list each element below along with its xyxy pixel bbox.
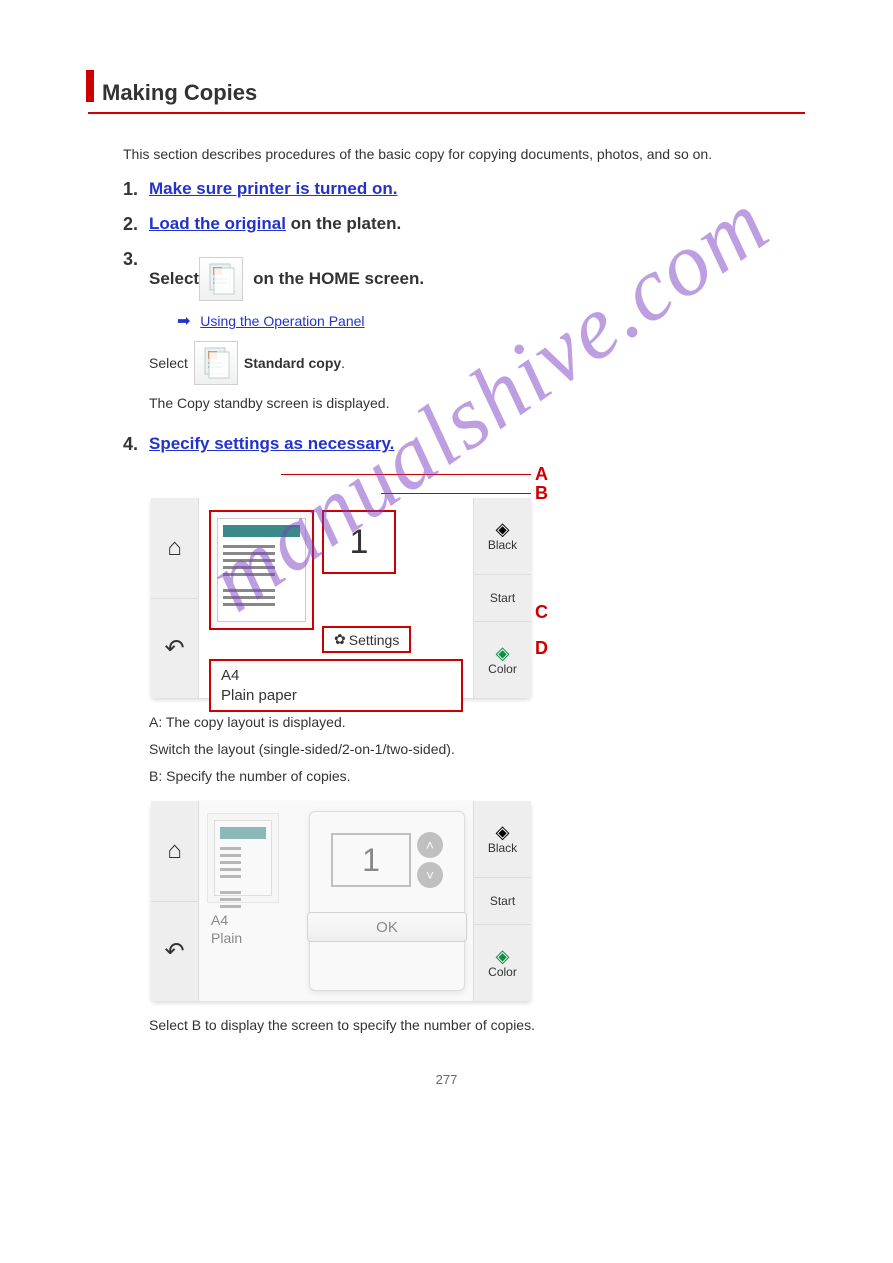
title-bar: Making Copies <box>88 80 805 114</box>
page-title: Making Copies <box>102 80 805 106</box>
layout-preview[interactable] <box>209 510 314 630</box>
step-2: 2. Load the original on the platen. <box>123 214 805 235</box>
color-label: Color <box>488 965 517 979</box>
start-label-area: Start <box>473 575 531 622</box>
callout-d-label: D <box>535 638 548 659</box>
touch-screen: A4 Plain 1 ˄ ˅ <box>199 801 473 1001</box>
copy-menu-icon <box>199 257 243 301</box>
step-num: 3. <box>123 249 149 420</box>
black-start-button[interactable]: ◈ Black <box>473 801 531 878</box>
black-start-button[interactable]: ◈ Black <box>473 498 531 575</box>
diamond-black-icon: ◈ <box>496 520 510 538</box>
gear-icon: ✿ <box>334 631 346 648</box>
step-1-link[interactable]: Make sure printer is turned on. <box>149 179 397 198</box>
home-button[interactable]: ⌂ <box>151 801 199 902</box>
device-ctrl-col: ◈ Black Start ◈ Color <box>473 801 531 1001</box>
step-3: 3. Select on the HOME screen. ➡ Using th… <box>123 249 805 420</box>
step-3-para2-bold: Standard copy <box>244 355 341 371</box>
callout-a-label: A <box>535 464 548 485</box>
paper-box[interactable]: A4 Plain paper <box>209 659 463 712</box>
step-list: 1. Make sure printer is turned on. 2. Lo… <box>123 179 805 1042</box>
back-button[interactable]: ↶ <box>151 902 199 1002</box>
step-3-rest: on the HOME screen. <box>253 269 424 289</box>
step-3-note: The Copy standby screen is displayed. <box>149 393 805 414</box>
step-num: 1. <box>123 179 149 200</box>
step-num: 2. <box>123 214 149 235</box>
back-button[interactable]: ↶ <box>151 599 199 699</box>
step-4-link[interactable]: Specify settings as necessary. <box>149 434 394 453</box>
callout-a-text: A: The copy layout is displayed. <box>149 712 805 733</box>
home-button[interactable]: ⌂ <box>151 498 199 599</box>
step-4: 4. Specify settings as necessary. A B C … <box>123 434 805 1042</box>
black-label: Black <box>488 538 517 552</box>
step-3-sublink[interactable]: Using the Operation Panel <box>200 313 364 329</box>
copies-up-button[interactable]: ˄ <box>417 832 443 858</box>
layout-preview-dim <box>207 813 279 903</box>
black-label: Black <box>488 841 517 855</box>
settings-button[interactable]: ✿ Settings <box>322 626 411 653</box>
diamond-black-icon: ◈ <box>496 823 510 841</box>
color-label: Color <box>488 662 517 676</box>
ok-button[interactable]: OK <box>307 912 467 942</box>
callout-b-label: B <box>535 483 548 504</box>
arrow-icon: ➡ <box>177 313 190 330</box>
step-3-prefix: Select <box>149 269 199 289</box>
standard-copy-icon <box>194 341 238 385</box>
step-1: 1. Make sure printer is turned on. <box>123 179 805 200</box>
device-side-col: ⌂ ↶ <box>151 801 199 1001</box>
diamond-color-icon: ◈ <box>496 947 510 965</box>
diamond-color-icon: ◈ <box>496 644 510 662</box>
copies-modal-screenshot: ⌂ ↶ A4 Plain 1 <box>151 801 805 1001</box>
copies-down-button[interactable]: ˅ <box>417 862 443 888</box>
paper-size: A4 <box>221 666 451 686</box>
start-label-area: Start <box>473 878 531 925</box>
intro-text: This section describes procedures of the… <box>123 144 805 165</box>
callout-c-label: C <box>535 602 548 623</box>
copies-modal: 1 ˄ ˅ OK <box>309 811 465 991</box>
touch-screen: 1 ✿ Settings A4 Plain pa <box>199 498 473 698</box>
step-2-link[interactable]: Load the original <box>149 214 286 233</box>
copies-input[interactable]: 1 <box>331 833 411 887</box>
step-num: 4. <box>123 434 149 1042</box>
paper-type: Plain paper <box>221 686 451 706</box>
start-label: Start <box>490 894 515 908</box>
callout-b-text: B: Specify the number of copies. <box>149 766 805 787</box>
callout-a-text2: Switch the layout (single-sided/2-on-1/t… <box>149 739 805 760</box>
device-side-col: ⌂ ↶ <box>151 498 199 698</box>
step-3-para2-rest: . <box>341 355 345 371</box>
color-start-button[interactable]: ◈ Color <box>473 925 531 1001</box>
page-number: 277 <box>88 1072 805 1087</box>
settings-label: Settings <box>349 632 400 648</box>
color-start-button[interactable]: ◈ Color <box>473 622 531 698</box>
device-ctrl-col: ◈ Black Start ◈ Color <box>473 498 531 698</box>
step-3-para2-prefix: Select <box>149 355 188 371</box>
start-label: Start <box>490 591 515 605</box>
copies-field[interactable]: 1 <box>322 510 396 574</box>
copy-standby-screenshot: A B C D ⌂ ↶ <box>151 468 805 698</box>
step-2-rest: on the platen. <box>286 214 401 233</box>
select-b-text: Select B to display the screen to specif… <box>149 1015 805 1036</box>
